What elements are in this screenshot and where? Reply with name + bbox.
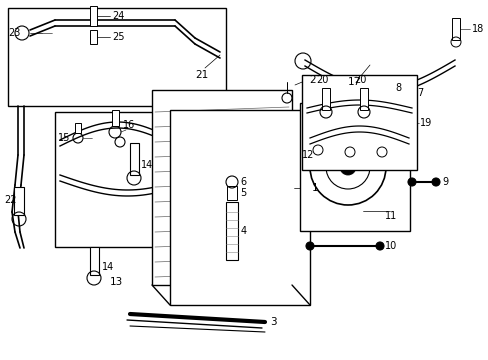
Text: 4: 4 xyxy=(241,226,246,236)
Text: 3: 3 xyxy=(269,317,276,327)
Text: 20: 20 xyxy=(315,75,328,85)
Bar xyxy=(225,202,238,260)
Text: 12: 12 xyxy=(302,150,314,160)
Bar xyxy=(389,103,397,121)
Bar xyxy=(359,88,367,110)
Text: 14: 14 xyxy=(102,262,114,272)
Bar xyxy=(226,186,237,200)
Text: 11: 11 xyxy=(384,211,396,221)
Circle shape xyxy=(431,178,439,186)
Text: 16: 16 xyxy=(123,120,135,130)
Text: 10: 10 xyxy=(384,241,396,251)
Text: 22: 22 xyxy=(4,195,17,205)
Text: 2: 2 xyxy=(308,75,315,85)
Text: 17: 17 xyxy=(347,77,361,87)
Bar xyxy=(14,187,24,215)
Text: 25: 25 xyxy=(112,32,124,42)
Circle shape xyxy=(305,242,313,250)
Text: 23: 23 xyxy=(8,28,20,38)
Bar xyxy=(55,112,203,247)
Text: 6: 6 xyxy=(240,177,245,187)
Text: 20: 20 xyxy=(353,75,366,85)
Bar xyxy=(302,75,416,170)
Text: 18: 18 xyxy=(471,24,483,34)
Bar xyxy=(112,110,119,126)
Text: 8: 8 xyxy=(394,83,400,93)
Text: 7: 7 xyxy=(416,88,423,98)
Bar xyxy=(170,110,309,305)
Bar xyxy=(8,8,225,106)
Bar xyxy=(90,247,99,275)
Text: 5: 5 xyxy=(240,188,246,198)
Bar xyxy=(90,30,97,44)
Circle shape xyxy=(407,178,415,186)
Bar xyxy=(299,103,409,231)
Circle shape xyxy=(375,242,383,250)
Bar xyxy=(90,6,97,26)
Text: 13: 13 xyxy=(110,277,123,287)
Text: 24: 24 xyxy=(112,11,124,21)
Bar xyxy=(75,123,81,133)
Circle shape xyxy=(339,159,355,175)
Text: 21: 21 xyxy=(195,70,208,80)
Bar xyxy=(321,88,329,110)
Text: 15: 15 xyxy=(58,133,70,143)
Bar xyxy=(451,18,459,40)
Text: 19: 19 xyxy=(419,118,431,128)
Bar xyxy=(152,90,291,285)
Bar xyxy=(130,143,139,175)
Text: 14: 14 xyxy=(141,160,153,170)
Text: 9: 9 xyxy=(441,177,447,187)
Text: 1: 1 xyxy=(311,183,318,193)
